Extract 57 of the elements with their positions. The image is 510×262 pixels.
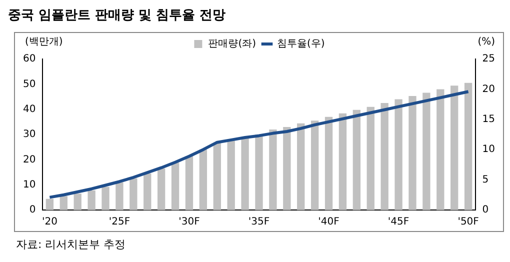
x-tick-label: '45F <box>388 216 410 228</box>
y-tick-label: 40 <box>22 104 36 115</box>
text: 자료: 리서치본부 추정 <box>16 237 126 252</box>
bar <box>46 198 54 210</box>
bar <box>241 138 249 210</box>
y2-tick-label: 0 <box>482 204 489 216</box>
bar <box>102 186 110 210</box>
bar <box>157 168 166 210</box>
y2-tick-label: 15 <box>482 114 496 125</box>
y2-tick-label: 25 <box>482 54 496 65</box>
bar <box>144 174 152 210</box>
y-tick-label: 0 <box>29 204 36 216</box>
x-tick-label: '25F <box>108 216 130 228</box>
bar <box>171 162 180 210</box>
x-tick-label: '40F <box>318 216 340 228</box>
y-axis-title: (백만개) <box>25 36 63 48</box>
bar <box>464 82 472 210</box>
bar <box>436 89 444 210</box>
bar <box>116 182 124 210</box>
bar <box>408 96 416 210</box>
y2-tick-label: 5 <box>482 174 489 186</box>
bar <box>60 196 68 210</box>
bar <box>352 110 361 210</box>
bar <box>199 150 208 210</box>
bar <box>283 126 291 210</box>
y2-axis-title: (%) <box>478 36 496 48</box>
bar <box>227 140 235 210</box>
y-tick-label: 30 <box>22 129 36 140</box>
bar <box>213 143 221 210</box>
y-tick-label: 50 <box>22 78 36 90</box>
bar <box>130 178 138 210</box>
bar <box>324 116 333 210</box>
x-tick-label: '50F <box>458 216 480 228</box>
bar <box>394 99 402 210</box>
y2-tick-label: 20 <box>482 84 496 95</box>
bar <box>338 113 347 210</box>
bar <box>269 129 277 210</box>
x-tick-label: '35F <box>248 216 270 228</box>
x-tick-label: '30F <box>178 216 200 228</box>
chart-title: 중국 임플란트 판매량 및 침투율 전망 <box>8 7 226 24</box>
legend-label: 판매량(좌) <box>208 38 256 50</box>
bar <box>255 134 263 210</box>
legend-label: 침투율(우) <box>277 38 325 50</box>
bar <box>422 92 430 210</box>
y-tick-label: 10 <box>22 179 36 190</box>
bar <box>185 156 194 210</box>
bar <box>380 103 388 210</box>
bar <box>450 86 458 210</box>
y2-tick-label: 10 <box>482 144 496 156</box>
bar <box>366 106 374 210</box>
bar <box>74 194 82 210</box>
y-tick-label: 20 <box>22 154 36 166</box>
bar <box>88 190 96 210</box>
x-tick-label: '20 <box>42 216 58 228</box>
bar <box>310 120 319 210</box>
bar <box>297 123 305 210</box>
y-tick-label: 60 <box>22 54 36 65</box>
